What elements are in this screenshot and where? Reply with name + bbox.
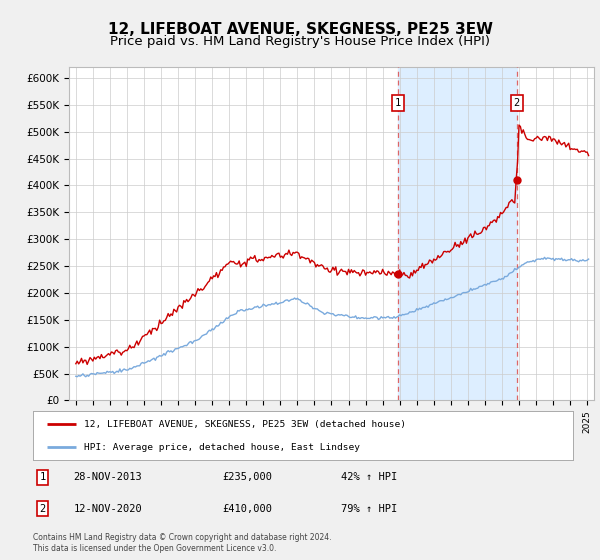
Text: 42% ↑ HPI: 42% ↑ HPI <box>341 473 397 483</box>
Text: £235,000: £235,000 <box>222 473 272 483</box>
Text: 2: 2 <box>514 98 520 108</box>
Text: 79% ↑ HPI: 79% ↑ HPI <box>341 504 397 514</box>
Text: Contains HM Land Registry data © Crown copyright and database right 2024.
This d: Contains HM Land Registry data © Crown c… <box>33 533 331 553</box>
Text: 12-NOV-2020: 12-NOV-2020 <box>74 504 142 514</box>
Text: Price paid vs. HM Land Registry's House Price Index (HPI): Price paid vs. HM Land Registry's House … <box>110 35 490 48</box>
Text: 1: 1 <box>40 473 46 483</box>
Text: £410,000: £410,000 <box>222 504 272 514</box>
Bar <box>398 67 517 400</box>
Text: 12, LIFEBOAT AVENUE, SKEGNESS, PE25 3EW (detached house): 12, LIFEBOAT AVENUE, SKEGNESS, PE25 3EW … <box>84 420 406 429</box>
Text: HPI: Average price, detached house, East Lindsey: HPI: Average price, detached house, East… <box>84 442 360 451</box>
Text: 1: 1 <box>395 98 401 108</box>
Text: 12, LIFEBOAT AVENUE, SKEGNESS, PE25 3EW: 12, LIFEBOAT AVENUE, SKEGNESS, PE25 3EW <box>107 22 493 38</box>
Text: 28-NOV-2013: 28-NOV-2013 <box>74 473 142 483</box>
Text: 2: 2 <box>40 504 46 514</box>
